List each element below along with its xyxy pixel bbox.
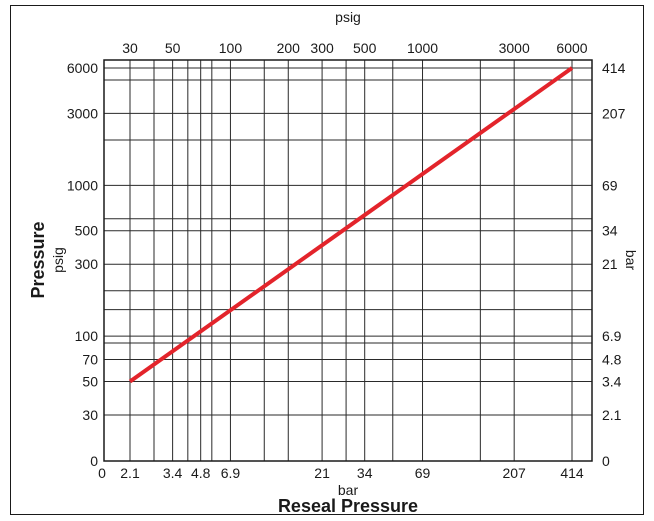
bottom-tick-label: 207 [502,465,526,481]
top-tick-label: 3000 [499,40,530,56]
top-tick-label: 50 [165,40,181,56]
bottom-tick-label: 34 [357,465,373,481]
right-tick-label: 2.1 [602,407,622,423]
left-tick-label: 100 [75,328,99,344]
bottom-tick-label: 21 [314,465,330,481]
top-tick-label: 200 [277,40,301,56]
left-tick-label: 70 [82,352,98,368]
x-axis-title: Reseal Pressure [278,496,418,516]
y-axis-title: Pressure [28,221,48,298]
right-tick-label: 69 [602,177,618,193]
right-tick-label: 21 [602,256,618,272]
bottom-tick-label: 414 [560,465,584,481]
bottom-tick-label: 6.9 [221,465,241,481]
top-tick-label: 6000 [556,40,587,56]
top-tick-label: 100 [219,40,243,56]
left-tick-label: 1000 [67,177,98,193]
left-tick-label: 30 [82,407,98,423]
right-tick-label: 0 [602,453,610,469]
chart-frame [10,5,644,515]
top-tick-label: 30 [122,40,138,56]
right-axis-unit: bar [623,250,639,271]
left-tick-label: 6000 [67,60,98,76]
left-tick-label: 300 [75,256,99,272]
series-lines [128,66,574,384]
bottom-tick-label: 0 [98,465,106,481]
left-axis-unit: psig [50,247,66,273]
top-tick-label: 300 [310,40,334,56]
top-tick-label: 500 [353,40,377,56]
left-tick-label: 50 [82,374,98,390]
bottom-tick-label: 2.1 [120,465,140,481]
bottom-tick-label: 4.8 [191,465,211,481]
bottom-tick-label: 69 [415,465,431,481]
top-tick-label: 1000 [407,40,438,56]
series-line [128,66,574,384]
top-axis-unit: psig [335,9,361,25]
plot-area-border [103,59,593,462]
bottom-axis-unit: bar [338,482,359,498]
grid-lines [104,60,592,461]
left-tick-label: 500 [75,223,99,239]
left-tick-label: 0 [90,453,98,469]
bottom-tick-label: 3.4 [163,465,183,481]
left-tick-label: 3000 [67,105,98,121]
right-tick-label: 207 [602,105,626,121]
right-tick-label: 3.4 [602,374,622,390]
right-tick-label: 4.8 [602,352,622,368]
right-tick-label: 6.9 [602,328,622,344]
right-tick-label: 34 [602,223,618,239]
right-tick-label: 414 [602,60,626,76]
